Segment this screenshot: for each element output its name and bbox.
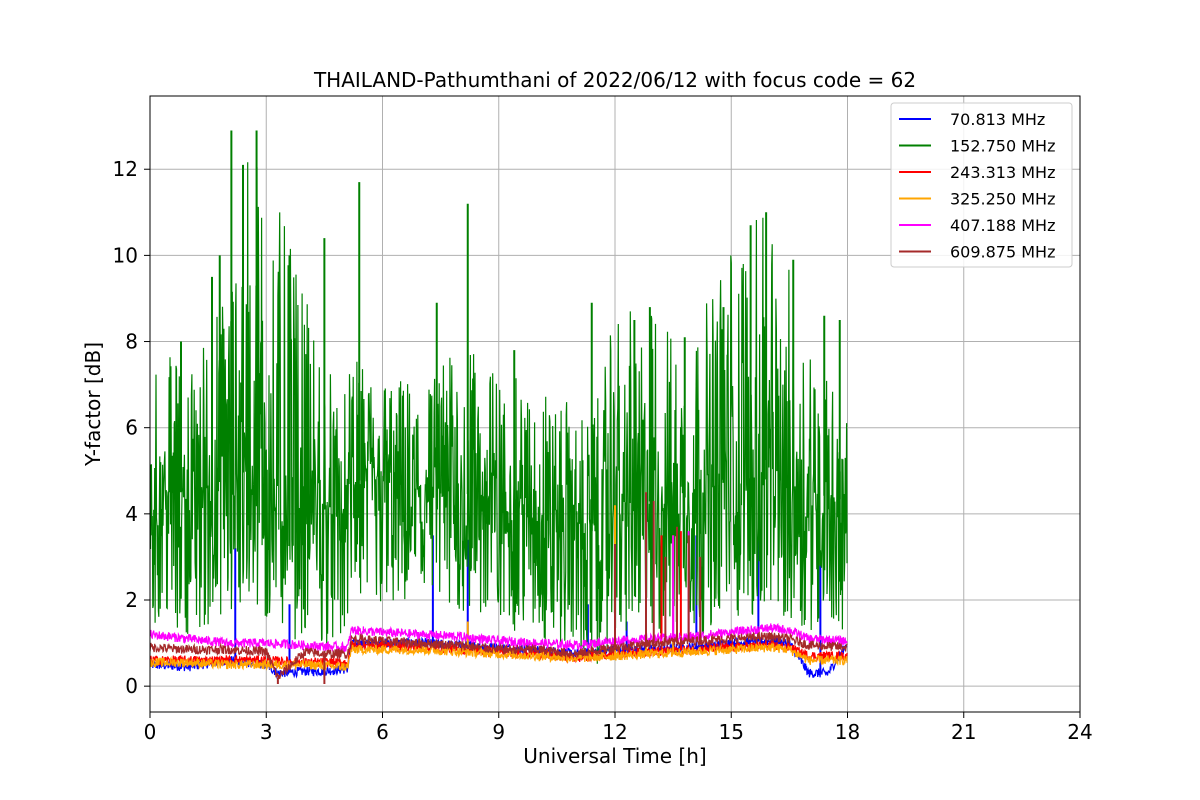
y-tick-label: 2 [125, 588, 138, 612]
series-line [150, 631, 848, 679]
legend-entry-label: 609.875 MHz [950, 243, 1055, 262]
series-609-875-mhz [150, 492, 848, 684]
y-axis-label: Y-factor [dB] [81, 342, 105, 467]
legend-entry-label: 152.750 MHz [950, 137, 1055, 156]
y-tick-label: 6 [125, 416, 138, 440]
legend: 70.813 MHz 152.750 MHz 243.313 MHz 325.250 … [890, 102, 1073, 268]
x-tick-label: 6 [376, 720, 389, 744]
x-tick-label: 0 [144, 720, 157, 744]
series-line [150, 162, 848, 664]
x-tick-label: 12 [602, 720, 627, 744]
plot-area [150, 130, 848, 684]
series-152-750-mhz [150, 130, 848, 664]
x-axis-label: Universal Time [h] [523, 744, 706, 768]
y-tick-label: 4 [125, 502, 138, 526]
legend-box [890, 102, 1073, 268]
legend-entry-label: 407.188 MHz [950, 216, 1055, 235]
series-line [150, 642, 848, 672]
legend-entry-label: 70.813 MHz [950, 110, 1045, 129]
x-tick-label: 18 [835, 720, 860, 744]
y-tick-label: 0 [125, 674, 138, 698]
x-tick-label: 21 [951, 720, 976, 744]
legend-entry-label: 325.250 MHz [950, 190, 1055, 209]
x-tick-label: 9 [492, 720, 505, 744]
y-tick-label: 10 [113, 243, 138, 267]
chart-title: THAILAND-Pathumthani of 2022/06/12 with … [313, 68, 916, 92]
x-tick-label: 3 [260, 720, 273, 744]
x-tick-label: 24 [1067, 720, 1092, 744]
x-tick-label: 15 [719, 720, 744, 744]
legend-entry-label: 243.313 MHz [950, 163, 1055, 182]
y-tick-label: 8 [125, 330, 138, 354]
y-tick-label: 12 [113, 157, 138, 181]
